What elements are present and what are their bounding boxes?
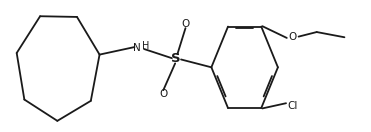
Text: S: S xyxy=(171,52,181,65)
Text: H: H xyxy=(142,41,149,51)
Text: O: O xyxy=(159,89,167,99)
Text: N: N xyxy=(133,43,141,53)
Text: O: O xyxy=(181,19,190,29)
Text: O: O xyxy=(289,32,297,42)
Text: Cl: Cl xyxy=(288,102,298,112)
